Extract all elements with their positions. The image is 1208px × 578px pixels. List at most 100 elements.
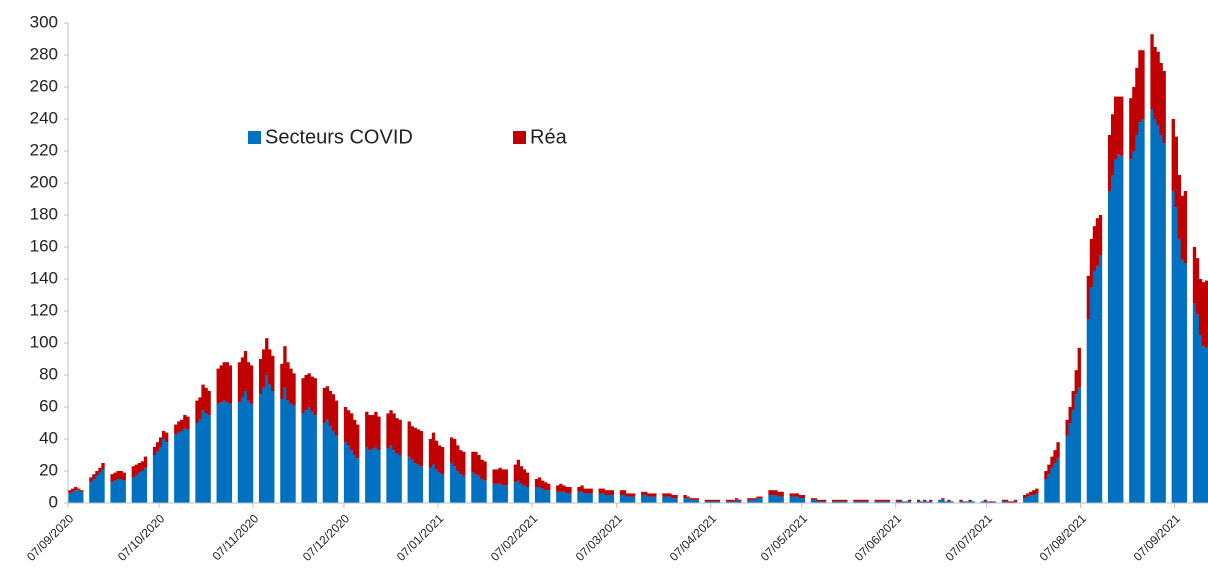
bar-segment: [895, 499, 900, 502]
bar-segment: [428, 439, 433, 468]
legend-swatch: [248, 131, 261, 144]
bar-segment: [653, 496, 657, 503]
bar-segment: [671, 495, 675, 499]
bar-segment: [813, 499, 818, 503]
bar-segment: [1120, 96, 1124, 156]
bar-segment: [877, 499, 881, 502]
bar-segment: [735, 499, 739, 503]
bar-segment: [343, 442, 348, 503]
bar-segment: [1107, 191, 1112, 503]
bar-segment: [516, 480, 521, 503]
bar-segment: [328, 426, 333, 503]
bar-segment: [98, 467, 102, 473]
bar-segment: [980, 501, 984, 503]
bar-segment: [1095, 218, 1100, 267]
bar-segment: [865, 501, 869, 503]
bar-segment: [1177, 175, 1182, 239]
bar-segment: [947, 499, 951, 502]
bar-segment: [1007, 501, 1012, 503]
bar-segment: [1141, 50, 1145, 120]
bar-segment: [1159, 63, 1163, 135]
bar-segment: [1132, 151, 1136, 503]
bar-segment: [89, 482, 93, 503]
bar-segment: [877, 501, 881, 503]
x-tick-label: 07/05/2021: [758, 511, 811, 564]
bar-segment: [292, 373, 296, 406]
bar-segment: [668, 493, 672, 497]
bar-segment: [819, 499, 824, 502]
bar-segment: [137, 463, 142, 473]
y-tick-label: 120: [30, 300, 58, 319]
bar-segment: [929, 499, 933, 502]
bar-segment: [353, 419, 357, 455]
bar-segment: [583, 488, 587, 494]
bar-segment: [389, 445, 393, 503]
bar-segment: [962, 501, 966, 503]
bar-segment: [886, 499, 890, 502]
bar-segment: [134, 475, 139, 503]
bar-segment: [304, 375, 308, 411]
bar-segment: [625, 493, 630, 497]
bar-segment: [1077, 387, 1081, 503]
bar-segment: [1183, 263, 1188, 503]
bar-segment: [689, 498, 693, 500]
bar-segment: [1071, 391, 1075, 411]
bar-segment: [334, 400, 339, 436]
bar-segment: [71, 491, 75, 503]
bar-segment: [759, 498, 763, 503]
bar-segment: [689, 499, 693, 503]
bar-segment: [774, 490, 778, 495]
bar-segment: [625, 496, 630, 503]
bar-segment: [434, 440, 439, 470]
bar-segment: [280, 363, 284, 399]
legend-swatch: [513, 131, 526, 144]
bar-segment: [641, 491, 645, 495]
bar-segment: [237, 402, 242, 503]
bar-segment: [798, 498, 803, 503]
bar-segment: [874, 499, 878, 502]
bar-segment: [968, 499, 972, 502]
bar-segment: [428, 467, 433, 503]
bar-segment: [753, 498, 757, 500]
bar-segment: [204, 413, 208, 503]
bar-segment: [668, 496, 672, 503]
bar-segment: [92, 479, 96, 503]
bar-segment: [268, 349, 272, 385]
bar-segment: [222, 400, 226, 503]
bar-segment: [356, 458, 360, 503]
bar-segment: [180, 419, 184, 431]
bar-segment: [835, 499, 839, 502]
bar-segment: [1153, 47, 1157, 119]
x-tick-label: 07/02/2021: [488, 511, 541, 564]
bar-segment: [152, 455, 157, 503]
bar-segment: [268, 384, 272, 503]
x-tick-label: 07/08/2021: [1037, 511, 1090, 564]
bar-segment: [713, 499, 718, 502]
bar-segment: [356, 424, 360, 459]
bar-segment: [410, 426, 414, 460]
bar-segment: [143, 467, 148, 503]
bar-segment: [540, 488, 545, 503]
bar-segment: [665, 496, 669, 503]
bar-segment: [1174, 136, 1178, 207]
y-tick-label: 40: [39, 428, 58, 447]
bar-segment: [540, 480, 545, 489]
bar-segment: [271, 355, 275, 391]
bar-segment: [686, 498, 690, 503]
bar-segment: [756, 498, 760, 503]
bar-segment: [819, 501, 824, 503]
bar-segment: [738, 499, 742, 502]
bar-segment: [1117, 154, 1121, 503]
bar-segment: [1171, 119, 1175, 191]
bar-segment: [537, 487, 542, 503]
bar-segment: [728, 501, 733, 503]
bar-segment: [225, 402, 229, 503]
bar-segment: [771, 490, 775, 495]
bar-segment: [1029, 495, 1033, 503]
bar-segment: [434, 469, 439, 503]
bar-segment: [841, 501, 845, 503]
bar-segment: [386, 448, 390, 503]
bar-segment: [453, 439, 457, 467]
bar-segment: [586, 488, 590, 494]
bar-segment: [453, 466, 457, 503]
